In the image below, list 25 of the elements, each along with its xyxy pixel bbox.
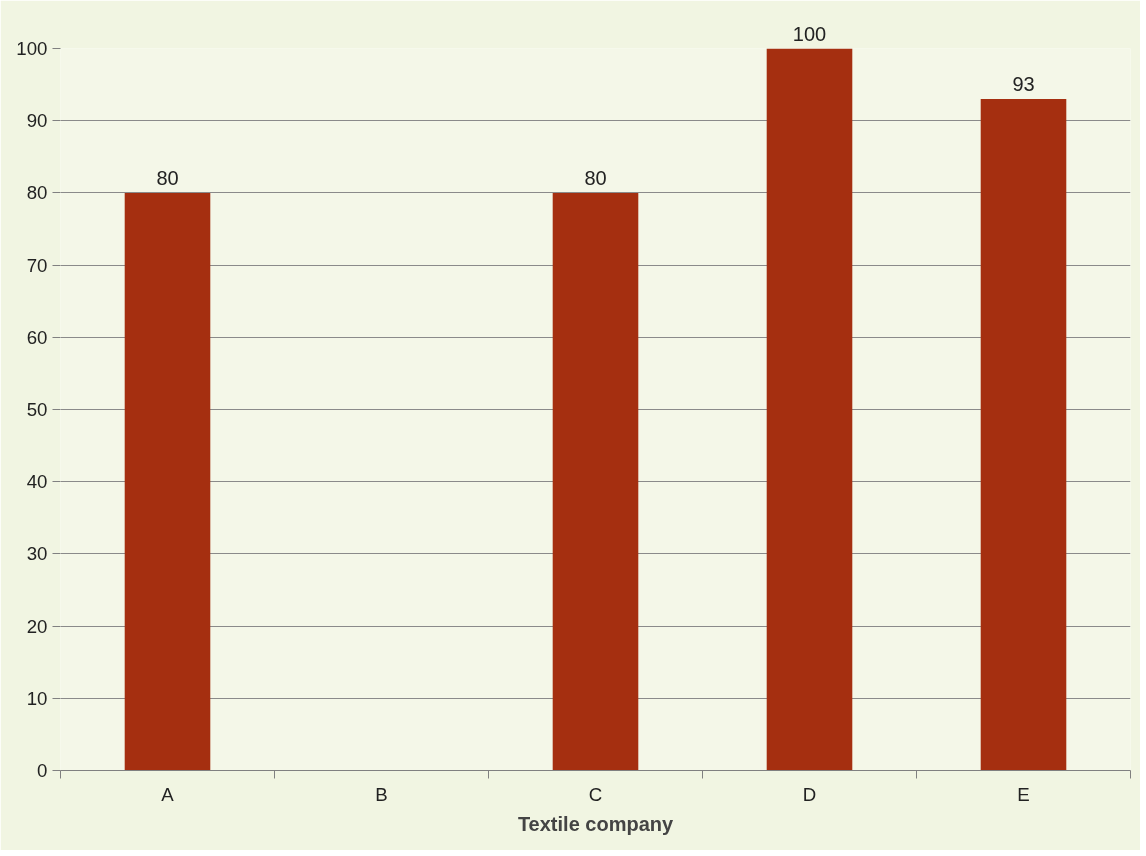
y-tick-label: 90 (26, 110, 48, 132)
bar (124, 192, 211, 771)
bar (766, 48, 853, 771)
bar (980, 99, 1067, 771)
y-tick-label: 50 (26, 399, 48, 420)
data-label: 100 (792, 22, 827, 45)
y-tick-label: 60 (26, 326, 48, 348)
data-label: 80 (156, 166, 179, 189)
y-tick-label: 40 (26, 471, 48, 493)
x-tick-label: C (588, 783, 603, 805)
x-tick-label: E (1017, 783, 1030, 805)
y-tick-label: 80 (26, 182, 48, 204)
data-label: 80 (584, 166, 607, 189)
y-tick-label: 20 (26, 615, 48, 637)
data-label: 93 (1012, 73, 1035, 96)
y-tick-label: 70 (26, 254, 48, 276)
y-tick-label: 100 (16, 38, 48, 59)
x-axis-title: Textile company (517, 812, 674, 835)
y-tick-label: 10 (26, 687, 48, 709)
x-tick-label: B (375, 783, 388, 805)
y-tick-label: 0 (37, 760, 48, 781)
x-tick-label: A (161, 783, 175, 805)
bar (552, 192, 639, 771)
x-tick-label: D (802, 783, 817, 805)
y-tick-label: 30 (26, 543, 48, 565)
